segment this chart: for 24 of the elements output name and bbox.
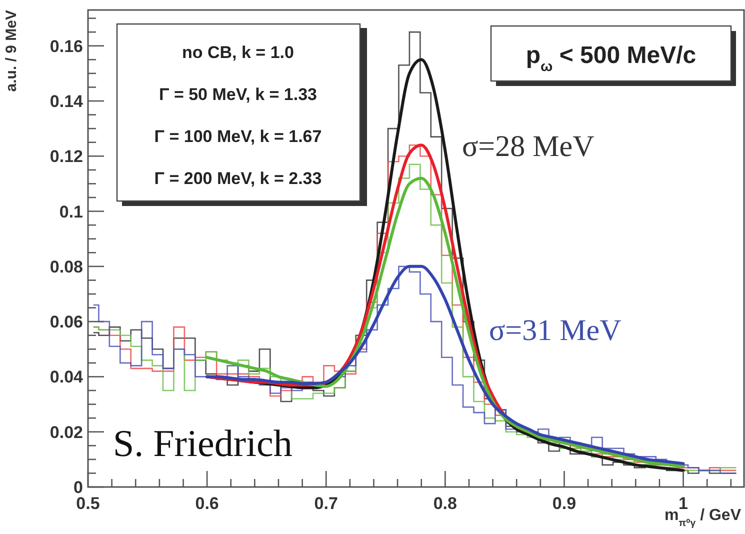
annotation: σ=31 MeV bbox=[489, 314, 622, 347]
annotation: Γ = 200 MeV, k = 2.33 bbox=[154, 169, 322, 188]
y-axis-title: a.u. / 9 MeV bbox=[3, 10, 20, 92]
annotation: σ=28 MeV bbox=[462, 130, 595, 163]
y-tick-label: 0.12 bbox=[50, 147, 83, 166]
y-tick-label: 0 bbox=[74, 478, 83, 497]
y-tick-label: 0.08 bbox=[50, 257, 83, 276]
x-tick-label: 0.9 bbox=[552, 494, 576, 513]
annotation: Γ = 100 MeV, k = 1.67 bbox=[154, 127, 322, 146]
annotation: no CB, k = 1.0 bbox=[182, 43, 294, 62]
y-tick-label: 0.06 bbox=[50, 312, 83, 332]
y-tick-label: 0.02 bbox=[50, 422, 83, 442]
y-tick-label: 0.04 bbox=[50, 368, 84, 387]
annotation: p$_{ω}$ < 500 MeV/c bbox=[526, 42, 696, 75]
x-tick-label: 0.6 bbox=[195, 494, 219, 513]
y-tick-label: 0.14 bbox=[50, 92, 84, 111]
x-tick-label: 0.8 bbox=[433, 494, 457, 513]
x-tick-label: 0.5 bbox=[76, 494, 100, 513]
y-tick-label: 0.1 bbox=[59, 202, 83, 222]
x-tick-label: 1 bbox=[678, 494, 688, 513]
annotation: Γ = 50 MeV, k = 1.33 bbox=[159, 85, 317, 104]
x-tick-label: 0.7 bbox=[314, 494, 338, 513]
annotation: S. Friedrich bbox=[113, 423, 292, 465]
y-tick-label: 0.16 bbox=[50, 36, 83, 56]
